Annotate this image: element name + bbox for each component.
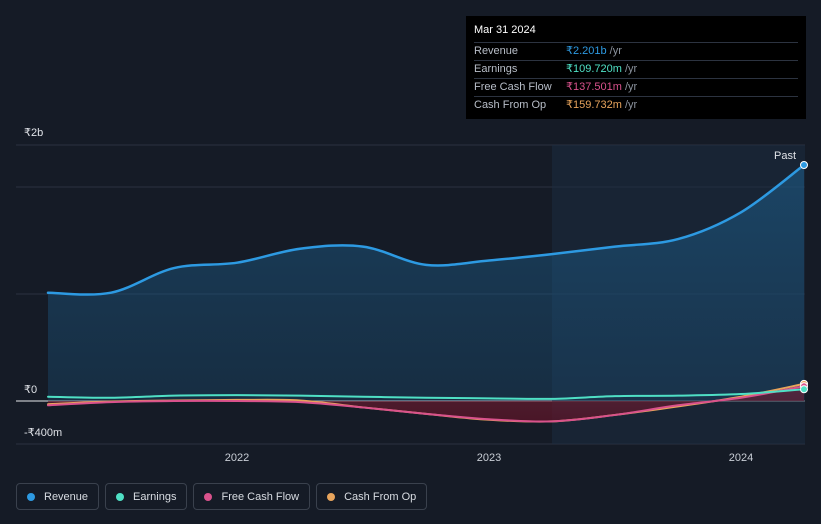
legend-dot-icon [116, 492, 125, 501]
tooltip-row-value: ₹159.732m [566, 99, 622, 111]
revenue-line [46, 163, 806, 296]
tooltip-row-label: Earnings [474, 63, 518, 75]
legend-dot-icon [27, 492, 35, 501]
tooltip-row: Free Cash Flow ₹137.501m/yr [474, 78, 798, 96]
x-axis-ticks: 2022 2023 2024 [225, 452, 753, 464]
earnings-line [47, 388, 805, 400]
legend-label: Earnings [133, 490, 177, 503]
legend-label: Revenue [44, 490, 89, 503]
tooltip-row-label: Cash From Op [474, 99, 547, 111]
x-tick-label: 2023 [477, 452, 501, 464]
tooltip-row: Revenue ₹2.201b/yr [474, 42, 798, 60]
legend-dot-icon [204, 492, 213, 501]
tooltip-row-unit: /yr [624, 63, 638, 75]
legend-item-free-cash-flow[interactable]: Free Cash Flow [193, 483, 311, 510]
past-label: Past [774, 150, 797, 162]
data-tooltip: Mar 31 2024 Revenue ₹2.201b/yr Earnings ₹10… [466, 16, 806, 119]
series-end-markers [800, 161, 808, 394]
series-areas [48, 165, 804, 422]
tooltip-row-unit: /yr [624, 81, 638, 93]
legend-item-earnings[interactable]: Earnings [105, 483, 188, 510]
revenue-end-marker [800, 161, 808, 169]
tooltip-row-value: ₹109.720m [566, 63, 622, 75]
tooltip-row-label: Free Cash Flow [474, 81, 552, 93]
x-tick-label: 2024 [729, 452, 753, 464]
free-cash-flow-line [47, 385, 805, 423]
legend-label: Free Cash Flow [221, 490, 300, 503]
tooltip-row-value: ₹137.501m [566, 81, 622, 93]
tooltip-row-label: Revenue [474, 45, 519, 57]
tooltip-row: Earnings ₹109.720m/yr [474, 60, 798, 78]
tooltip-row-unit: /yr [624, 99, 638, 111]
chart-legend: Revenue Earnings Free Cash Flow Cash From O… [16, 483, 428, 510]
legend-item-revenue[interactable]: Revenue [16, 483, 100, 510]
tooltip-row-value: ₹2.201b [566, 45, 607, 57]
earnings-end-marker [800, 385, 808, 394]
legend-dot-icon [327, 492, 336, 501]
free-cash-flow-area [48, 386, 804, 422]
y-tick-label-top: ₹2b [24, 127, 44, 139]
tooltip-row: Cash From Op ₹159.732m/yr [474, 96, 798, 114]
y-tick-label-zero: ₹0 [24, 384, 38, 396]
revenue-area [48, 165, 804, 401]
legend-label: Cash From Op [344, 490, 417, 503]
series-lines [46, 163, 806, 423]
tooltip-date: Mar 31 2024 [474, 24, 536, 36]
tooltip-row-unit: /yr [609, 45, 622, 57]
y-tick-label-bottom: -₹400m [24, 427, 63, 439]
legend-item-cash-from-op[interactable]: Cash From Op [316, 483, 428, 510]
x-tick-label: 2022 [225, 452, 249, 464]
